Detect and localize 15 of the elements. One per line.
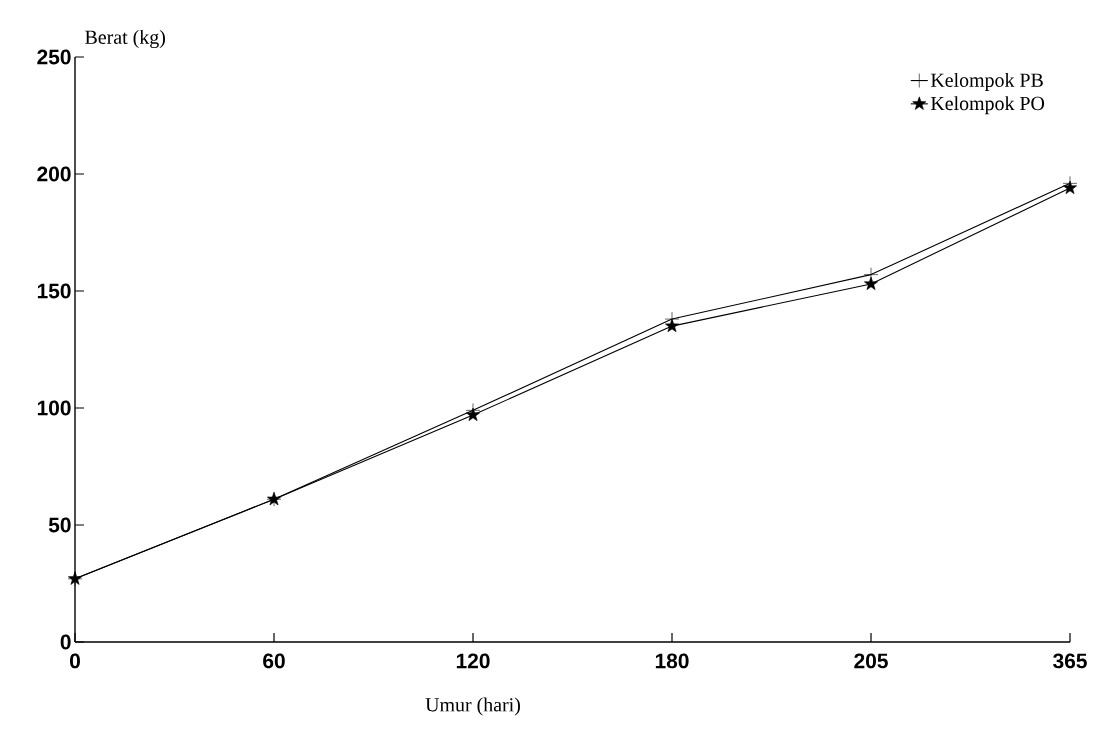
x-tick-label: 180 xyxy=(655,653,689,669)
x-tick-label: 365 xyxy=(1053,653,1087,669)
x-tick-label: 120 xyxy=(456,653,490,669)
x-axis-title: Umur (hari) xyxy=(425,697,520,716)
y-tick-label: 100 xyxy=(37,400,71,416)
y-tick-label: 200 xyxy=(37,166,71,182)
y-axis-title: Berat (kg) xyxy=(85,29,165,49)
y-tick-label: 250 xyxy=(37,49,71,65)
legend-label: Kelompok PO xyxy=(930,96,1045,115)
y-tick-label: 50 xyxy=(48,517,71,533)
x-tick-label: 60 xyxy=(263,653,285,669)
legend-label: Kelompok PB xyxy=(930,72,1043,91)
x-tick-label: 205 xyxy=(854,653,888,669)
y-tick-label: 150 xyxy=(37,283,71,299)
y-tick-label: 0 xyxy=(60,634,71,650)
